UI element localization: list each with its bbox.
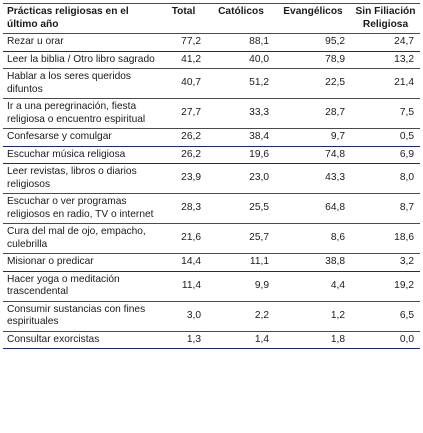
practice-label: Consultar exorcistas — [3, 331, 160, 349]
header-total: Total — [160, 3, 207, 34]
no-affiliation-value: 0,5 — [351, 128, 420, 147]
catholics-value: 38,4 — [207, 128, 275, 147]
total-value: 40,7 — [160, 68, 207, 99]
total-value: 14,4 — [160, 253, 207, 272]
total-value: 28,3 — [160, 193, 207, 224]
evangelicals-value: 38,8 — [275, 253, 351, 272]
table-row: Cura del mal de ojo, empacho, culebrilla… — [3, 223, 420, 254]
catholics-value: 25,5 — [207, 193, 275, 224]
no-affiliation-value: 7,5 — [351, 98, 420, 129]
evangelicals-value: 9,7 — [275, 128, 351, 147]
evangelicals-value: 22,5 — [275, 68, 351, 99]
catholics-value: 11,1 — [207, 253, 275, 272]
no-affiliation-value: 24,7 — [351, 33, 420, 52]
evangelicals-value: 4,4 — [275, 271, 351, 302]
no-affiliation-value: 6,5 — [351, 301, 420, 332]
header-practice: Prácticas religiosas en el último año — [3, 3, 160, 34]
table-row: Ir a una peregrinación, fiesta religiosa… — [3, 98, 420, 129]
religious-practices-table: Prácticas religiosas en el último año To… — [3, 3, 420, 349]
table-row: Escuchar o ver programas religiosos en r… — [3, 193, 420, 224]
catholics-value: 9,9 — [207, 271, 275, 302]
religious-practices-table-container: Prácticas religiosas en el último año To… — [3, 3, 420, 349]
total-value: 23,9 — [160, 163, 207, 194]
table-header-row: Prácticas religiosas en el último año To… — [3, 3, 420, 34]
table-body: Rezar u orar 77,2 88,1 95,2 24,7 Leer la bibl… — [3, 33, 420, 349]
total-value: 1,3 — [160, 331, 207, 349]
total-value: 3,0 — [160, 301, 207, 332]
no-affiliation-value: 8,7 — [351, 193, 420, 224]
catholics-value: 40,0 — [207, 51, 275, 69]
evangelicals-value: 1,2 — [275, 301, 351, 332]
practice-label: Escuchar música religiosa — [3, 146, 160, 164]
practice-label: Ir a una peregrinación, fiesta religiosa… — [3, 98, 160, 129]
no-affiliation-value: 18,6 — [351, 223, 420, 254]
practice-label: Escuchar o ver programas religiosos en r… — [3, 193, 160, 224]
no-affiliation-value: 19,2 — [351, 271, 420, 302]
catholics-value: 25,7 — [207, 223, 275, 254]
no-affiliation-value: 8,0 — [351, 163, 420, 194]
table-row: Leer la biblia / Otro libro sagrado 41,2 4… — [3, 51, 420, 69]
no-affiliation-value: 0,0 — [351, 331, 420, 349]
catholics-value: 88,1 — [207, 33, 275, 52]
practice-label: Leer revistas, libros o diarios religios… — [3, 163, 160, 194]
practice-label: Consumir sustancias con fines espiritual… — [3, 301, 160, 332]
evangelicals-value: 8,6 — [275, 223, 351, 254]
practice-label: Rezar u orar — [3, 33, 160, 52]
header-catholics: Católicos — [207, 3, 275, 34]
table-row: Misionar o predicar 14,4 11,1 38,8 3,2 — [3, 253, 420, 272]
total-value: 26,2 — [160, 146, 207, 164]
catholics-value: 51,2 — [207, 68, 275, 99]
table-row: Hablar a los seres queridos difuntos 40,7… — [3, 68, 420, 99]
practice-label: Leer la biblia / Otro libro sagrado — [3, 51, 160, 69]
catholics-value: 1,4 — [207, 331, 275, 349]
total-value: 21,6 — [160, 223, 207, 254]
table-row: Escuchar música religiosa 26,2 19,6 74,8 6,9 — [3, 146, 420, 164]
evangelicals-value: 64,8 — [275, 193, 351, 224]
total-value: 41,2 — [160, 51, 207, 69]
evangelicals-value: 74,8 — [275, 146, 351, 164]
table-row: Hacer yoga o meditación trascendental 11,… — [3, 271, 420, 302]
table-row: Confesarse y comulgar 26,2 38,4 9,7 0,5 — [3, 128, 420, 147]
no-affiliation-value: 6,9 — [351, 146, 420, 164]
practice-label: Confesarse y comulgar — [3, 128, 160, 147]
catholics-value: 19,6 — [207, 146, 275, 164]
evangelicals-value: 1,8 — [275, 331, 351, 349]
evangelicals-value: 28,7 — [275, 98, 351, 129]
practice-label: Misionar o predicar — [3, 253, 160, 272]
table-row: Leer revistas, libros o diarios religios… — [3, 163, 420, 194]
header-evangelicals: Evangélicos — [275, 3, 351, 34]
evangelicals-value: 43,3 — [275, 163, 351, 194]
catholics-value: 23,0 — [207, 163, 275, 194]
table-row: Rezar u orar 77,2 88,1 95,2 24,7 — [3, 33, 420, 52]
total-value: 77,2 — [160, 33, 207, 52]
evangelicals-value: 78,9 — [275, 51, 351, 69]
no-affiliation-value: 13,2 — [351, 51, 420, 69]
no-affiliation-value: 21,4 — [351, 68, 420, 99]
catholics-value: 33,3 — [207, 98, 275, 129]
header-no-affiliation: Sin Filiación Religiosa — [351, 3, 420, 34]
practice-label: Hacer yoga o meditación trascendental — [3, 271, 160, 302]
evangelicals-value: 95,2 — [275, 33, 351, 52]
practice-label: Hablar a los seres queridos difuntos — [3, 68, 160, 99]
no-affiliation-value: 3,2 — [351, 253, 420, 272]
table-row: Consultar exorcistas 1,3 1,4 1,8 0,0 — [3, 331, 420, 349]
total-value: 27,7 — [160, 98, 207, 129]
total-value: 26,2 — [160, 128, 207, 147]
catholics-value: 2,2 — [207, 301, 275, 332]
table-row: Consumir sustancias con fines espiritual… — [3, 301, 420, 332]
practice-label: Cura del mal de ojo, empacho, culebrilla — [3, 223, 160, 254]
total-value: 11,4 — [160, 271, 207, 302]
